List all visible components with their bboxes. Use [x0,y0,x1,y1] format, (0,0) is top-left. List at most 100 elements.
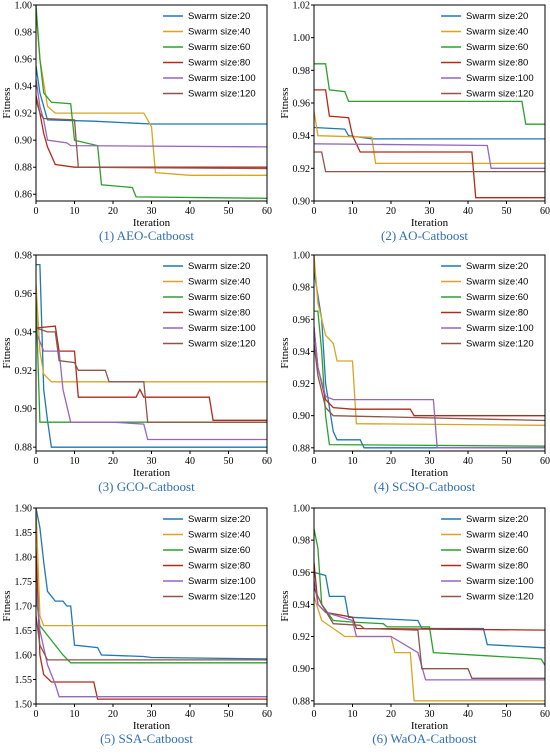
x-tick-label: 20 [386,456,396,467]
series-line-swarm-size-120 [36,327,267,423]
x-tick-label: 0 [312,206,317,217]
y-tick-label: 0.90 [293,411,311,422]
x-tick-label: 30 [425,709,435,720]
legend-entry: Swarm size:20 [188,514,250,525]
y-tick-label: 0.94 [15,327,33,338]
y-axis-label: Fitness [279,87,291,118]
series-line-swarm-size-20 [36,263,267,448]
y-tick-label: 1.60 [15,651,33,662]
y-tick-label: 0.98 [15,28,33,39]
x-tick-label: 50 [224,206,234,217]
series-line-swarm-size-120 [314,343,545,422]
legend-entry: Swarm size:100 [466,576,534,587]
series-line-swarm-size-120 [314,588,545,679]
y-tick-label: 1.90 [15,504,33,515]
x-tick-label: 10 [348,709,358,720]
legend-entry: Swarm size:60 [188,292,250,303]
x-axis-label: Iteration [411,467,449,479]
series-line-swarm-size-20 [314,571,545,649]
y-tick-label: 0.86 [15,190,33,201]
series-line-swarm-size-20 [314,270,545,449]
chart-caption: (2) AO-Catboost [381,228,468,243]
x-tick-label: 50 [502,456,512,467]
series-line-swarm-size-40 [36,508,267,627]
x-tick-label: 0 [34,456,39,467]
series-line-swarm-size-100 [314,580,545,681]
legend-entry: Swarm size:100 [188,323,256,334]
x-tick-label: 0 [312,709,317,720]
x-tick-label: 30 [425,456,435,467]
y-axis-label: Fitness [1,590,13,621]
chart-caption: (3) GCO-Catboost [98,479,195,494]
legend-entry: Swarm size:40 [466,530,528,541]
y-tick-label: 0.88 [293,443,311,454]
legend-entry: Swarm size:80 [188,58,250,69]
x-tick-label: 10 [70,456,80,467]
y-tick-label: 0.88 [15,443,33,454]
legend-entry: Swarm size:100 [188,576,256,587]
x-tick-label: 20 [108,709,118,720]
y-tick-label: 1.75 [15,577,33,588]
x-axis-label: Iteration [133,467,171,479]
legend-entry: Swarm size:120 [188,89,256,100]
legend-entry: Swarm size:80 [466,58,528,69]
x-tick-label: 40 [185,709,195,720]
y-tick-label: 0.98 [293,283,311,294]
series-line-swarm-size-60 [314,63,545,125]
x-tick-label: 20 [386,206,396,217]
y-axis-label: Fitness [279,590,291,621]
legend-entry: Swarm size:120 [188,592,256,603]
y-tick-label: 1.02 [293,1,311,12]
x-axis-label: Iteration [133,720,171,732]
legend-entry: Swarm size:100 [466,73,534,84]
series-line-swarm-size-80 [36,325,267,421]
legend-entry: Swarm size:80 [466,561,528,572]
legend-entry: Swarm size:20 [188,11,250,22]
legend-entry: Swarm size:60 [188,42,250,53]
y-tick-label: 0.90 [15,404,33,415]
y-tick-label: 0.90 [15,136,33,147]
x-tick-label: 60 [262,709,272,720]
x-tick-label: 0 [312,456,317,467]
y-tick-label: 0.98 [293,66,311,77]
series-line-swarm-size-20 [36,65,267,125]
y-tick-label: 1.85 [15,528,33,539]
x-tick-label: 50 [502,206,512,217]
legend-entry: Swarm size:40 [188,27,250,38]
series-line-swarm-size-60 [36,5,267,199]
legend-entry: Swarm size:60 [466,545,528,556]
y-tick-label: 0.96 [15,289,33,300]
x-tick-label: 30 [147,456,157,467]
chart-2: 0 10 20 30 40 50 60 0.90 0.92 0.94 0.96 0.98 1.00 1.0… [279,1,550,244]
x-tick-label: 30 [425,206,435,217]
y-tick-label: 1.50 [15,700,33,711]
chart-caption: (6) WaOA-Catboost [372,731,477,746]
x-tick-label: 20 [108,456,118,467]
y-tick-label: 1.00 [15,1,33,12]
y-tick-label: 0.90 [293,664,311,675]
x-tick-label: 0 [34,709,39,720]
y-tick-label: 0.92 [293,632,311,643]
x-tick-label: 60 [540,206,550,217]
legend-entry: Swarm size:20 [466,261,528,272]
series-line-swarm-size-40 [314,596,545,702]
x-tick-label: 40 [185,206,195,217]
chart-5: 0 10 20 30 40 50 60 1.50 1.55 1.60 1.65 1.70 1.75 1.8… [1,504,272,747]
x-tick-label: 0 [34,206,39,217]
y-tick-label: 0.92 [293,379,311,390]
x-tick-label: 50 [224,456,234,467]
series-line-swarm-size-80 [36,547,267,700]
y-tick-label: 0.88 [15,163,33,174]
x-tick-label: 60 [262,456,272,467]
x-tick-label: 60 [262,206,272,217]
legend-entry: Swarm size:120 [466,89,534,100]
y-axis-label: Fitness [279,337,291,368]
legend-entry: Swarm size:60 [466,42,528,53]
x-tick-label: 10 [70,709,80,720]
legend-entry: Swarm size:20 [466,11,528,22]
x-axis-label: Iteration [411,720,449,732]
series-line-swarm-size-40 [36,11,267,176]
series-line-swarm-size-120 [36,99,267,170]
y-tick-label: 1.70 [15,602,33,613]
y-tick-label: 0.94 [293,600,311,611]
